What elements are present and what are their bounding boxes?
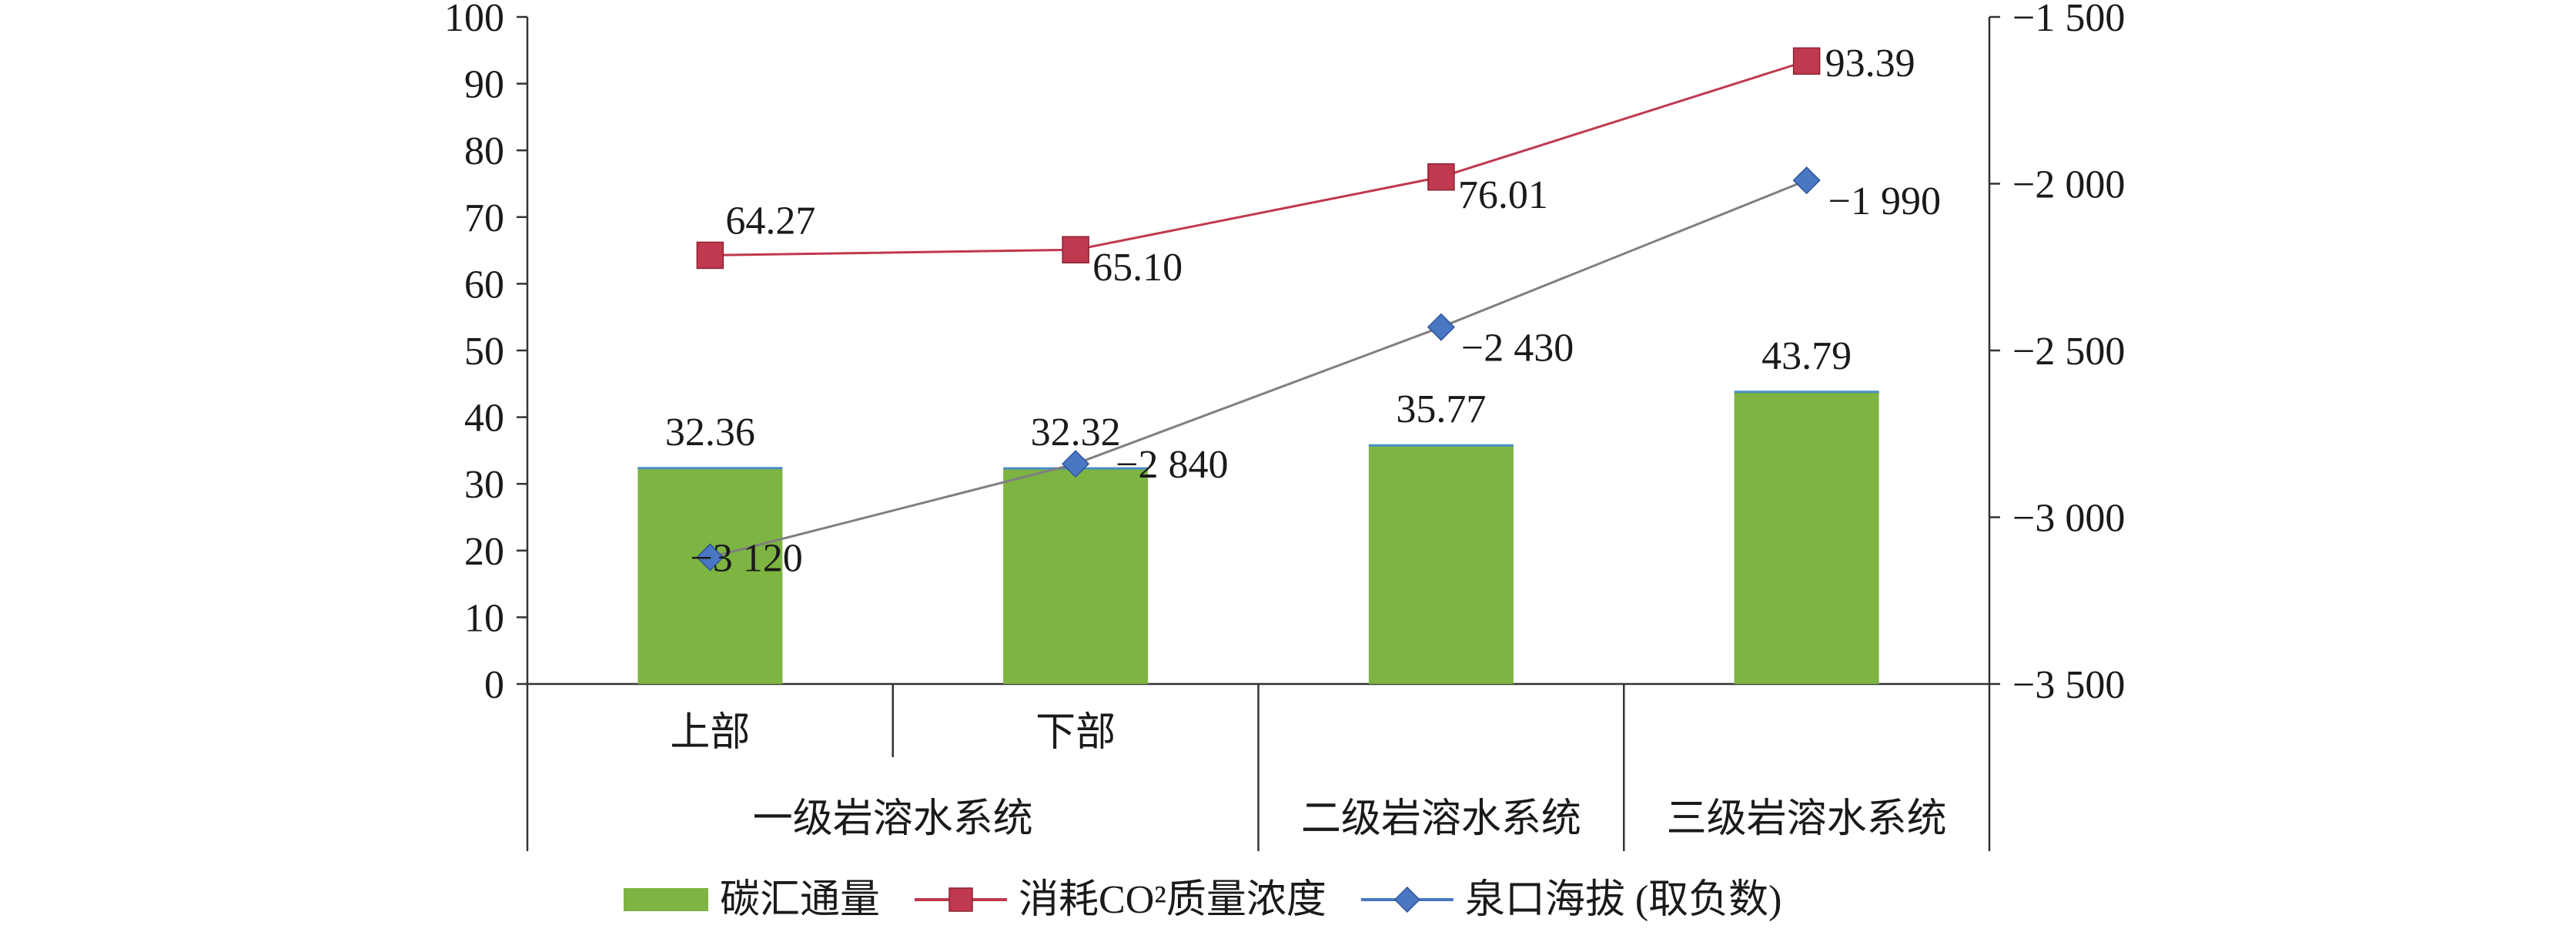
- right-tick-label: −1 500: [2012, 0, 2125, 40]
- left-tick-label: 100: [444, 0, 504, 40]
- right-tick-label: −3 500: [2012, 663, 2125, 707]
- bars: [637, 391, 1879, 684]
- left-tick-label: 50: [464, 330, 504, 374]
- diamond-marker: [1792, 166, 1821, 195]
- line-value-label: −1 990: [1828, 179, 1941, 223]
- line-value-label: 76.01: [1458, 173, 1548, 217]
- right-tick-label: −2 500: [2012, 330, 2125, 374]
- lines: [696, 47, 1821, 572]
- x-tick-label: 下部: [1035, 711, 1116, 755]
- x-group-label: 一级岩溶水系统: [753, 797, 1033, 841]
- line-value-label: 64.27: [725, 199, 815, 243]
- legend: 碳汇通量 消耗CO²质量浓度 泉口海拔 (取负数): [624, 878, 1781, 922]
- diamond-marker: [1427, 313, 1455, 341]
- diamond-marker: [696, 543, 724, 572]
- bar-value-label: 32.32: [1031, 411, 1121, 454]
- series-line: [710, 59, 1808, 256]
- legend-swatch: [624, 888, 708, 911]
- line-value-label: 93.39: [1825, 42, 1915, 85]
- left-tick-label: 60: [464, 263, 504, 307]
- legend-label: 消耗CO²质量浓度: [1019, 878, 1326, 922]
- line-value-label: 65.10: [1092, 246, 1183, 290]
- bar: [1368, 445, 1514, 684]
- axes: 0 10 20 30 40 50 60 70 80 90 100 −3 500 −3 000 −2 500…: [444, 0, 2125, 707]
- legend-marker: [948, 887, 973, 912]
- bar: [1734, 391, 1879, 684]
- bar: [637, 468, 783, 684]
- bar-value-label: 35.77: [1396, 387, 1486, 431]
- line-value-label: −2 840: [1116, 443, 1228, 487]
- left-tick-label: 10: [464, 596, 504, 640]
- line-value-label: −3 120: [690, 536, 802, 580]
- left-tick-label: 0: [484, 663, 504, 707]
- x-tick-label: 上部: [670, 711, 750, 755]
- left-tick-label: 40: [464, 397, 504, 441]
- bar-value-label: 32.36: [665, 411, 755, 454]
- data-labels: 32.36 32.32 35.77 43.79 64.27 65.10 76.01 93.39…: [665, 42, 1941, 580]
- bar: [1003, 468, 1149, 684]
- right-tick-label: −2 000: [2012, 163, 2125, 207]
- left-tick-label: 80: [464, 129, 504, 173]
- left-tick-label: 30: [464, 463, 504, 507]
- legend-marker: [1393, 886, 1420, 914]
- square-marker: [696, 241, 724, 270]
- left-tick-label: 20: [464, 530, 504, 574]
- legend-label: 碳汇通量: [720, 878, 880, 922]
- x-group-label: 二级岩溶水系统: [1301, 797, 1581, 841]
- square-marker: [1062, 236, 1089, 263]
- square-marker: [1792, 47, 1821, 75]
- x-group-label: 三级岩溶水系统: [1667, 797, 1947, 841]
- left-tick-label: 70: [464, 196, 504, 240]
- series-line: [710, 179, 1808, 558]
- diamond-marker: [1062, 450, 1090, 478]
- square-marker: [1427, 163, 1455, 191]
- line-value-label: −2 430: [1461, 327, 1574, 370]
- legend-label: 泉口海拔 (取负数): [1465, 878, 1782, 922]
- left-tick-label: 90: [464, 63, 504, 107]
- bar-value-label: 43.79: [1761, 334, 1852, 378]
- right-tick-label: −3 000: [2012, 497, 2125, 541]
